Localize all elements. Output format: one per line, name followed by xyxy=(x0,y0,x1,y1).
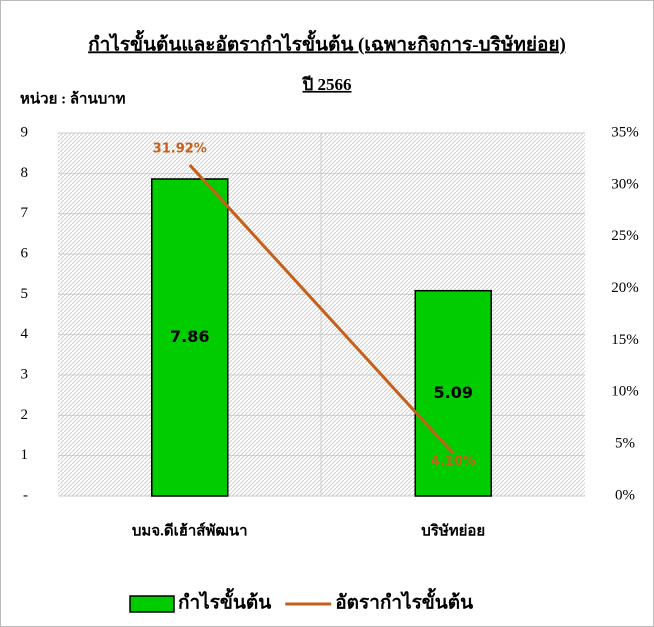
chart-title: กำไรขั้นต้นและอัตรากำไรขั้นต้น (เฉพาะกิจ… xyxy=(88,29,566,55)
tick-label: 20% xyxy=(611,280,639,296)
chart-subtitle: ปี 2566 xyxy=(302,74,352,94)
tick-label: 4 xyxy=(21,326,29,342)
data-label: 31.92% xyxy=(153,141,207,156)
x-tick-label: บริษัทย่อย xyxy=(421,521,485,539)
x-tick-label: บมจ.ดีเฮ้าส์พัฒนา xyxy=(132,521,248,539)
tick-label: 5 xyxy=(21,286,29,302)
tick-label: 35% xyxy=(611,124,639,140)
data-label: 4.10% xyxy=(431,454,476,469)
tick-label: 2 xyxy=(21,407,29,423)
tick-label: 8 xyxy=(21,165,29,181)
bar xyxy=(151,178,229,497)
line xyxy=(188,163,455,455)
tick-label: 7 xyxy=(21,205,29,221)
legend-swatch xyxy=(129,595,175,613)
data-label: 7.86 xyxy=(170,327,209,346)
tick-label: 3 xyxy=(21,366,29,382)
legend-label: กำไรขั้นต้น xyxy=(178,587,271,613)
tick-label: 1 xyxy=(21,447,29,463)
tick-label: 25% xyxy=(611,228,639,244)
tick-label: - xyxy=(23,487,28,503)
tick-label: 0% xyxy=(615,487,635,503)
bar xyxy=(414,289,492,497)
tick-label: 9 xyxy=(21,124,29,140)
tick-label: 6 xyxy=(21,245,29,261)
tick-label: 10% xyxy=(611,384,639,400)
data-label: 5.09 xyxy=(434,383,473,402)
legend-label: อัตรากำไรขั้นต้น xyxy=(335,587,473,613)
tick-label: 5% xyxy=(615,436,635,452)
tick-label: 15% xyxy=(611,332,639,348)
tick-label: 30% xyxy=(611,176,639,192)
unit-label: หน่วย : ล้านบาท xyxy=(20,90,126,107)
